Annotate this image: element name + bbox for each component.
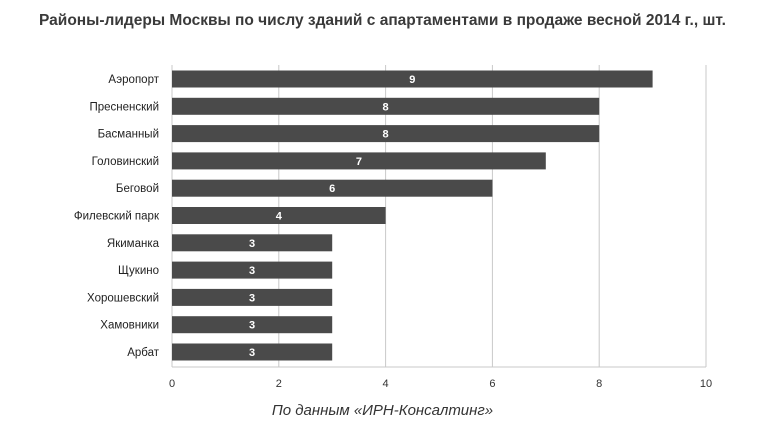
x-tick-label: 10 — [700, 378, 712, 390]
category-label: Пресненский — [89, 101, 159, 113]
category-label: Хамовники — [100, 320, 159, 332]
tick-labels: 0 2 4 6 8 10 — [169, 378, 712, 390]
x-tick-label: 2 — [276, 378, 282, 390]
bar — [172, 316, 333, 334]
bar-value-label: 3 — [249, 265, 255, 277]
bar — [172, 343, 333, 361]
bar — [172, 234, 333, 252]
bar-value-label: 8 — [383, 101, 389, 113]
bar — [172, 207, 386, 224]
x-tick-label: 0 — [169, 378, 175, 390]
bar-value-label: 7 — [356, 156, 362, 168]
bar-value-label: 3 — [249, 292, 255, 304]
bars: 9 8 8 7 6 4 3 3 3 3 3 — [172, 70, 653, 361]
category-label: Якиманка — [107, 238, 160, 250]
category-label: Аэропорт — [108, 74, 159, 86]
category-label: Басманный — [98, 129, 159, 141]
bar — [172, 288, 333, 306]
category-label: Беговой — [116, 183, 159, 195]
x-tick-label: 4 — [383, 378, 389, 390]
category-label: Головинский — [92, 156, 159, 168]
category-label: Щукино — [118, 265, 159, 277]
category-labels: Аэропорт Пресненский Басманный Головинский Б… — [74, 74, 160, 359]
bar — [172, 70, 653, 88]
x-tick-label: 6 — [489, 378, 495, 390]
source-note: По данным «ИРН-Консалтинг» — [271, 402, 494, 419]
chart-title: Районы-лидеры Москвы по числу зданий с а… — [39, 12, 726, 29]
bar — [172, 261, 333, 279]
bar-value-label: 4 — [276, 211, 283, 223]
x-tick-label: 8 — [596, 378, 602, 390]
category-label: Хорошевский — [87, 292, 159, 304]
bar — [172, 152, 546, 170]
bar-value-label: 3 — [249, 320, 255, 332]
bar-value-label: 6 — [329, 183, 335, 195]
bar-value-label: 3 — [249, 347, 255, 359]
bar-value-label: 8 — [383, 129, 389, 141]
bar — [172, 179, 493, 197]
category-label: Арбат — [127, 347, 160, 359]
bar-value-label: 3 — [249, 238, 255, 250]
category-label: Филевский парк — [74, 211, 160, 223]
bar — [172, 125, 600, 143]
bar — [172, 97, 600, 115]
bar-value-label: 9 — [409, 74, 415, 86]
